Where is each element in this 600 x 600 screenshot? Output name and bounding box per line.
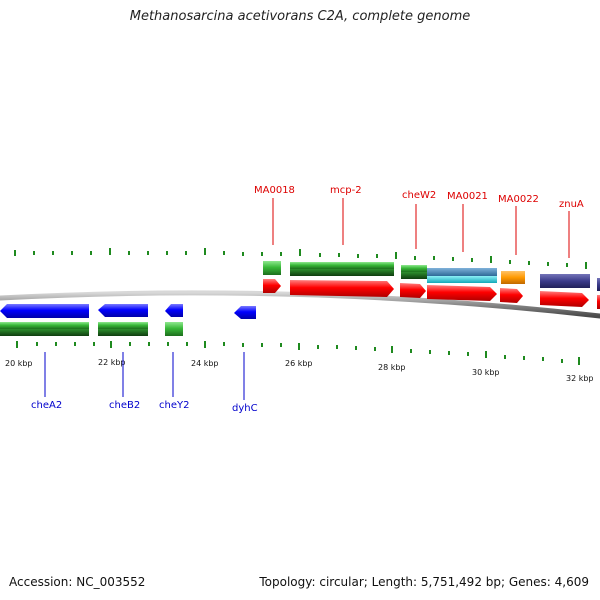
axis-label: 24 kbp	[191, 359, 219, 368]
outer-ticks	[14, 248, 587, 269]
gene-feature	[427, 268, 497, 276]
gene-label: cheW2	[402, 190, 436, 201]
axis-label: 30 kbp	[472, 368, 500, 377]
axis-labels: 20 kbp 22 kbp 24 kbp 26 kbp 28 kbp 30 kb…	[5, 358, 594, 383]
axis-label: 26 kbp	[285, 359, 313, 368]
gene-label: MA0021	[447, 191, 488, 202]
gene-feature	[0, 329, 89, 336]
gene-feature	[98, 329, 148, 336]
gene-label: znuA	[559, 199, 584, 210]
accession-label: Accession: NC_003552	[9, 575, 146, 589]
cds-arrow	[400, 283, 426, 298]
gene-label: MA0018	[254, 185, 295, 196]
cds-arrow	[234, 306, 256, 319]
axis-label: 20 kbp	[5, 359, 33, 368]
cds-arrow	[597, 295, 600, 309]
cds-arrow	[165, 304, 183, 317]
forward-cds-track	[263, 279, 600, 309]
gene-feature	[427, 276, 497, 283]
axis-label: 32 kbp	[566, 374, 594, 383]
gene-feature	[540, 274, 590, 288]
gene-feature	[165, 322, 183, 336]
cds-arrow	[263, 279, 281, 293]
gene-feature	[98, 322, 148, 329]
gene-feature	[290, 269, 394, 276]
reverse-cds-track	[0, 304, 256, 319]
gene-label: cheA2	[31, 400, 62, 411]
gene-label: cheY2	[159, 400, 189, 411]
map-title: Methanosarcina acetivorans C2A, complete…	[129, 9, 471, 24]
gene-feature	[597, 278, 600, 291]
gene-feature	[501, 271, 525, 284]
gene-feature	[0, 322, 89, 329]
gene-label: cheB2	[109, 400, 140, 411]
cds-arrow	[427, 285, 497, 301]
axis-label: 22 kbp	[98, 358, 126, 367]
gene-label: mcp-2	[330, 185, 362, 196]
cds-arrow	[290, 280, 394, 297]
genome-summary: Topology: circular; Length: 5,751,492 bp…	[259, 575, 589, 589]
gene-label: dyhC	[232, 403, 258, 414]
gene-feature	[290, 262, 394, 269]
forward-gene-labels: MA0018 mcp-2 cheW2 MA0021 MA0022 znuA	[254, 185, 584, 258]
inner-ticks	[16, 341, 580, 365]
reverse-gene-labels: cheA2 cheB2 cheY2 dyhC	[31, 352, 258, 414]
gene-feature	[401, 272, 427, 279]
cds-arrow	[500, 288, 523, 303]
cds-arrow	[0, 304, 89, 318]
reverse-gene-track	[0, 322, 183, 336]
gene-feature	[263, 261, 281, 275]
gene-feature	[401, 265, 427, 272]
axis-label: 28 kbp	[378, 363, 406, 372]
cds-arrow	[98, 304, 148, 317]
gene-label: MA0022	[498, 194, 539, 205]
cds-arrow	[540, 291, 589, 307]
forward-gene-track	[263, 261, 600, 291]
